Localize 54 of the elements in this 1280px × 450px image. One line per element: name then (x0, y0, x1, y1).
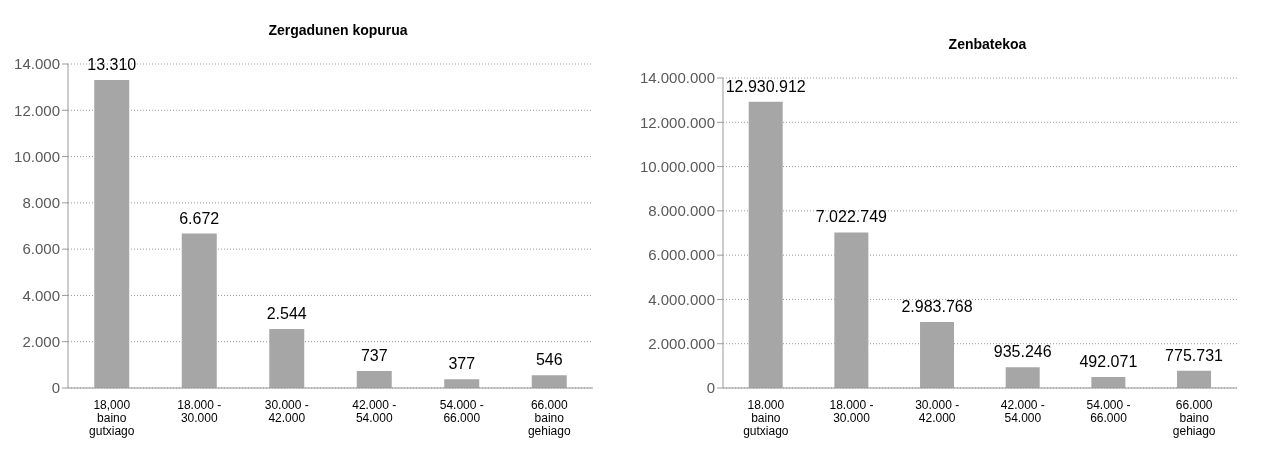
bar (94, 79, 130, 388)
y-tick-label: 6.000.000 (648, 246, 715, 264)
data-label: 13.310 (87, 55, 137, 73)
y-tick-label: 10.000 (14, 147, 60, 165)
data-label: 935.246 (993, 343, 1052, 361)
y-tick-label: 12.000.000 (639, 113, 715, 131)
bar (1177, 370, 1212, 388)
x-tick-label: 18.000 baino gutxiago (743, 398, 789, 438)
bar (531, 375, 567, 388)
data-label: 737 (360, 346, 388, 364)
data-label: 6.672 (179, 209, 220, 227)
x-tick-label: 54.000 - 66.000 (439, 398, 484, 425)
x-tick-label: 42.000 - 54.000 (1000, 398, 1045, 425)
data-label: 377 (448, 355, 476, 373)
y-tick-label: 6.000 (22, 240, 60, 258)
y-tick-label: 0 (706, 379, 715, 397)
bar (1005, 367, 1040, 388)
data-label: 492.071 (1079, 353, 1138, 371)
y-tick-label: 0 (51, 379, 60, 397)
y-tick-label: 12.000 (14, 101, 60, 119)
bar (356, 370, 392, 388)
x-tick-label: 42.000 - 54.000 (352, 398, 397, 425)
data-label: 2.983.768 (901, 297, 973, 315)
bar (269, 329, 305, 388)
y-tick-label: 14.000.000 (639, 69, 715, 87)
x-tick-label: 18,000 baino gutxiago (89, 398, 135, 438)
x-tick-label: 54.000 - 66.000 (1086, 398, 1131, 425)
y-tick-label: 8.000 (22, 194, 60, 212)
data-label: 12.930.912 (725, 77, 806, 95)
bar (444, 379, 480, 388)
bar (834, 232, 869, 388)
chart-title: Zergadunen kopurua (267, 22, 409, 40)
y-tick-label: 4.000 (22, 286, 60, 304)
chart-title: Zenbatekoa (947, 36, 1028, 54)
data-label: 546 (535, 351, 563, 369)
bar (748, 101, 783, 388)
y-tick-label: 2.000 (22, 333, 60, 351)
data-label: 2.544 (266, 305, 307, 323)
x-tick-label: 30.000 - 42.000 (264, 398, 309, 425)
y-tick-label: 4.000.000 (648, 290, 715, 308)
bar (920, 321, 955, 388)
x-tick-label: 18.000 - 30.000 (177, 398, 222, 425)
x-tick-label: 66.000 baino gehiago (1172, 398, 1216, 438)
bar (1091, 377, 1126, 388)
bar (181, 233, 217, 388)
data-label: 775.731 (1165, 346, 1224, 364)
y-tick-label: 8.000.000 (648, 202, 715, 220)
y-tick-label: 14.000 (14, 55, 60, 73)
x-tick-label: 66.000 baino gehiago (527, 398, 571, 438)
x-tick-label: 18.000 - 30.000 (829, 398, 874, 425)
x-tick-label: 30.000 - 42.000 (915, 398, 960, 425)
data-label: 7.022.749 (815, 208, 888, 226)
y-tick-label: 2.000.000 (648, 335, 715, 353)
y-tick-label: 10.000.000 (639, 157, 715, 175)
